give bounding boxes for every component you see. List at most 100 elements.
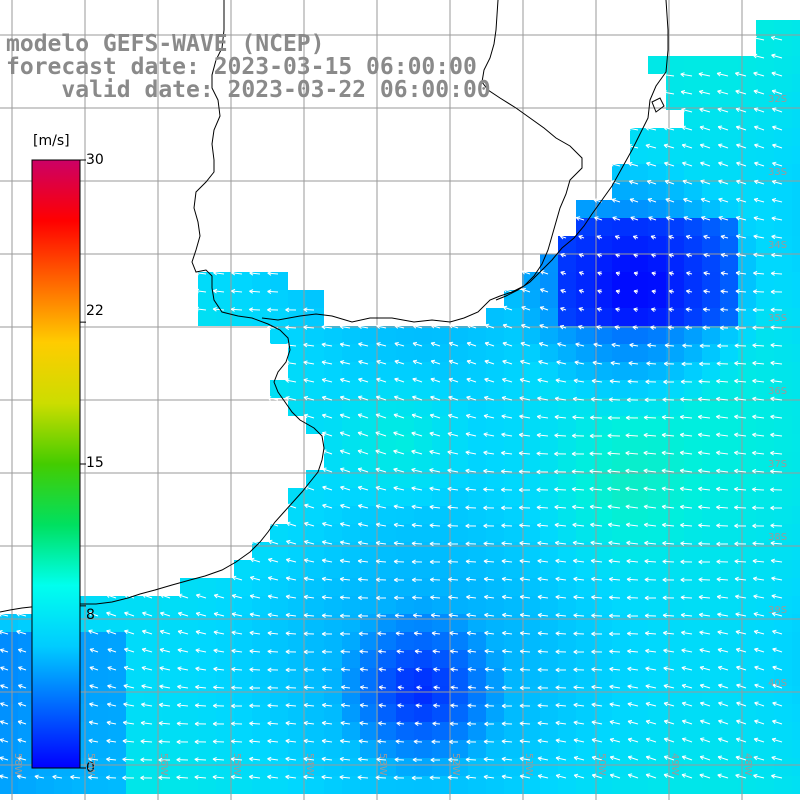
speed-cell xyxy=(630,650,648,668)
speed-cell xyxy=(450,722,468,740)
speed-cell xyxy=(720,92,738,110)
wind-arrow xyxy=(176,739,189,745)
wind-arrow xyxy=(394,595,405,601)
speed-cell xyxy=(576,650,594,668)
wind-arrow xyxy=(663,719,675,725)
wind-arrow xyxy=(698,541,711,547)
speed-cell xyxy=(774,578,792,596)
wind-arrow xyxy=(752,325,765,331)
wind-arrow xyxy=(681,125,693,131)
wind-arrow xyxy=(651,253,657,258)
wind-arrow xyxy=(718,161,729,167)
wind-arrow xyxy=(321,342,333,348)
speed-cell xyxy=(774,686,792,704)
speed-cell xyxy=(774,470,792,488)
speed-cell xyxy=(0,740,18,758)
wind-arrow xyxy=(717,612,729,618)
wind-arrow xyxy=(662,90,675,95)
wind-arrow xyxy=(231,630,243,636)
speed-cell xyxy=(0,668,18,686)
wind-arrow xyxy=(450,667,459,672)
wind-arrow xyxy=(735,252,747,258)
wind-arrow xyxy=(753,179,765,185)
speed-cell xyxy=(792,308,800,326)
speed-cell xyxy=(738,74,756,92)
wind-arrow xyxy=(770,307,783,313)
speed-cell xyxy=(774,290,792,308)
speed-cell xyxy=(126,596,144,614)
wind-arrow xyxy=(644,631,657,636)
speed-cell xyxy=(378,344,396,362)
wind-arrow xyxy=(430,395,441,401)
speed-cell xyxy=(162,776,180,794)
speed-cell xyxy=(360,452,378,470)
speed-cell xyxy=(126,758,144,776)
wind-arrow xyxy=(627,126,639,131)
speed-cell xyxy=(684,74,702,92)
wind-arrow xyxy=(359,649,369,654)
wind-arrow xyxy=(393,467,405,473)
speed-cell xyxy=(702,578,720,596)
speed-cell xyxy=(738,542,756,560)
speed-cell xyxy=(756,254,774,272)
speed-cell xyxy=(558,578,576,596)
speed-cell xyxy=(90,776,108,794)
wind-arrow xyxy=(555,631,567,636)
speed-cell xyxy=(378,326,396,344)
wind-arrow xyxy=(771,107,783,113)
speed-cell xyxy=(738,128,756,146)
speed-cell xyxy=(270,560,288,578)
wind-arrow xyxy=(627,684,639,689)
wind-arrow xyxy=(89,684,99,689)
wind-arrow xyxy=(358,342,369,347)
wind-arrow xyxy=(431,631,441,636)
speed-cell xyxy=(540,344,558,362)
wind-arrow xyxy=(195,648,207,653)
speed-cell xyxy=(648,128,666,146)
wind-arrow xyxy=(644,559,657,564)
wind-arrow xyxy=(734,343,747,349)
speed-cell xyxy=(216,308,234,326)
wind-arrow xyxy=(682,179,693,185)
speed-cell xyxy=(648,488,666,506)
wind-arrow xyxy=(394,377,405,383)
wind-arrow xyxy=(772,647,783,653)
speed-cell xyxy=(414,668,432,686)
wind-arrow xyxy=(753,612,765,617)
speed-cell xyxy=(144,650,162,668)
speed-cell xyxy=(648,776,666,794)
wind-arrow xyxy=(212,703,225,709)
speed-cell xyxy=(396,362,414,380)
wind-arrow xyxy=(752,468,765,474)
speed-cell xyxy=(144,596,162,614)
speed-cell xyxy=(486,308,504,326)
wind-arrow xyxy=(772,665,783,671)
wind-arrow xyxy=(357,595,369,601)
wind-arrow xyxy=(321,576,333,582)
wind-arrow xyxy=(0,756,9,761)
wind-arrow xyxy=(645,379,657,385)
wind-arrow xyxy=(645,755,657,761)
speed-cell xyxy=(756,146,774,164)
speed-cell xyxy=(630,434,648,452)
wind-arrow xyxy=(770,505,783,511)
speed-cell xyxy=(756,470,774,488)
speed-cell xyxy=(630,326,648,344)
wind-arrow xyxy=(448,395,459,401)
speed-cell xyxy=(486,650,504,668)
wind-arrow xyxy=(194,703,207,708)
wind-arrow xyxy=(521,305,531,311)
speed-cell xyxy=(342,722,360,740)
wind-arrow xyxy=(213,648,225,654)
wind-arrow xyxy=(682,343,693,349)
speed-cell xyxy=(396,578,414,596)
speed-cell xyxy=(486,380,504,398)
wind-arrow xyxy=(160,593,171,599)
speed-cell xyxy=(648,380,666,398)
speed-cell xyxy=(378,542,396,560)
wind-arrow xyxy=(449,721,459,727)
speed-cell xyxy=(594,632,612,650)
speed-cell xyxy=(540,596,558,614)
wind-arrow xyxy=(285,307,297,313)
speed-cell xyxy=(288,704,306,722)
